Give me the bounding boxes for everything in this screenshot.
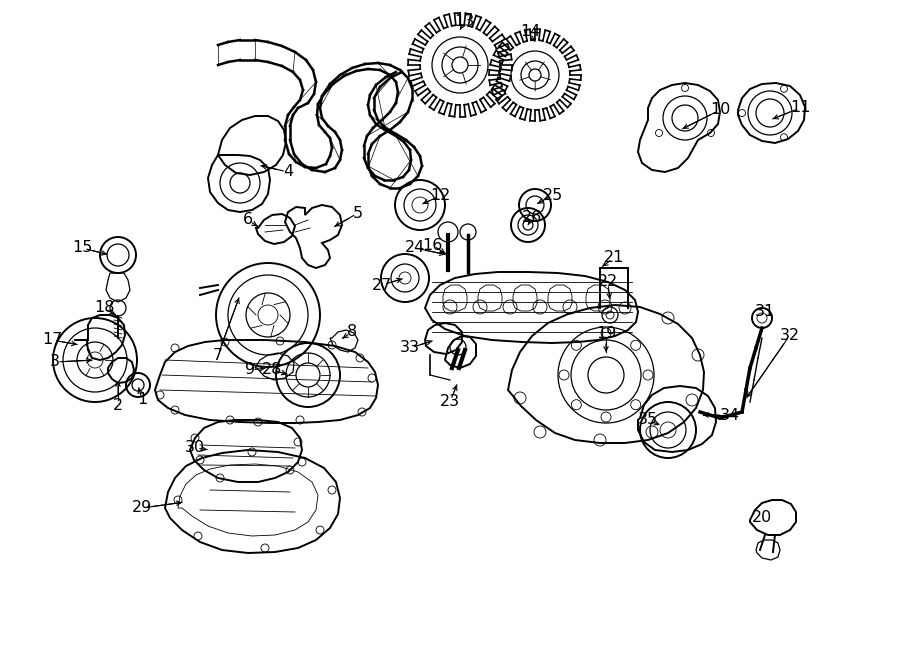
Text: 23: 23 <box>440 395 460 410</box>
Text: 18: 18 <box>94 301 114 315</box>
Text: 5: 5 <box>353 206 363 221</box>
Text: 7: 7 <box>213 348 223 362</box>
Text: 15: 15 <box>72 241 92 256</box>
Text: 10: 10 <box>710 102 730 118</box>
Text: 25: 25 <box>543 188 563 202</box>
Text: 27: 27 <box>372 278 392 293</box>
Text: 22: 22 <box>598 274 618 290</box>
Text: 14: 14 <box>520 24 540 40</box>
Text: 29: 29 <box>132 500 152 516</box>
Text: 6: 6 <box>243 212 253 227</box>
Text: 13: 13 <box>454 15 474 30</box>
Text: 1: 1 <box>137 393 147 407</box>
Text: 26: 26 <box>522 210 542 225</box>
Text: 21: 21 <box>604 251 625 266</box>
Text: 35: 35 <box>638 412 658 428</box>
Text: 34: 34 <box>720 407 740 422</box>
Text: 33: 33 <box>400 340 420 356</box>
Text: 8: 8 <box>346 325 357 340</box>
Text: 17: 17 <box>41 332 62 348</box>
Text: 16: 16 <box>422 237 442 253</box>
Text: 3: 3 <box>50 354 60 369</box>
Text: 20: 20 <box>752 510 772 525</box>
Text: 24: 24 <box>405 241 425 256</box>
Text: 32: 32 <box>780 327 800 342</box>
Text: 4: 4 <box>283 165 293 180</box>
Text: 11: 11 <box>790 100 810 116</box>
Text: 9: 9 <box>245 362 255 377</box>
Text: 12: 12 <box>430 188 450 204</box>
Text: 28: 28 <box>262 362 283 377</box>
Text: 31: 31 <box>755 305 775 319</box>
Text: 30: 30 <box>184 440 205 455</box>
Text: 19: 19 <box>596 325 617 340</box>
Text: 2: 2 <box>112 397 123 412</box>
